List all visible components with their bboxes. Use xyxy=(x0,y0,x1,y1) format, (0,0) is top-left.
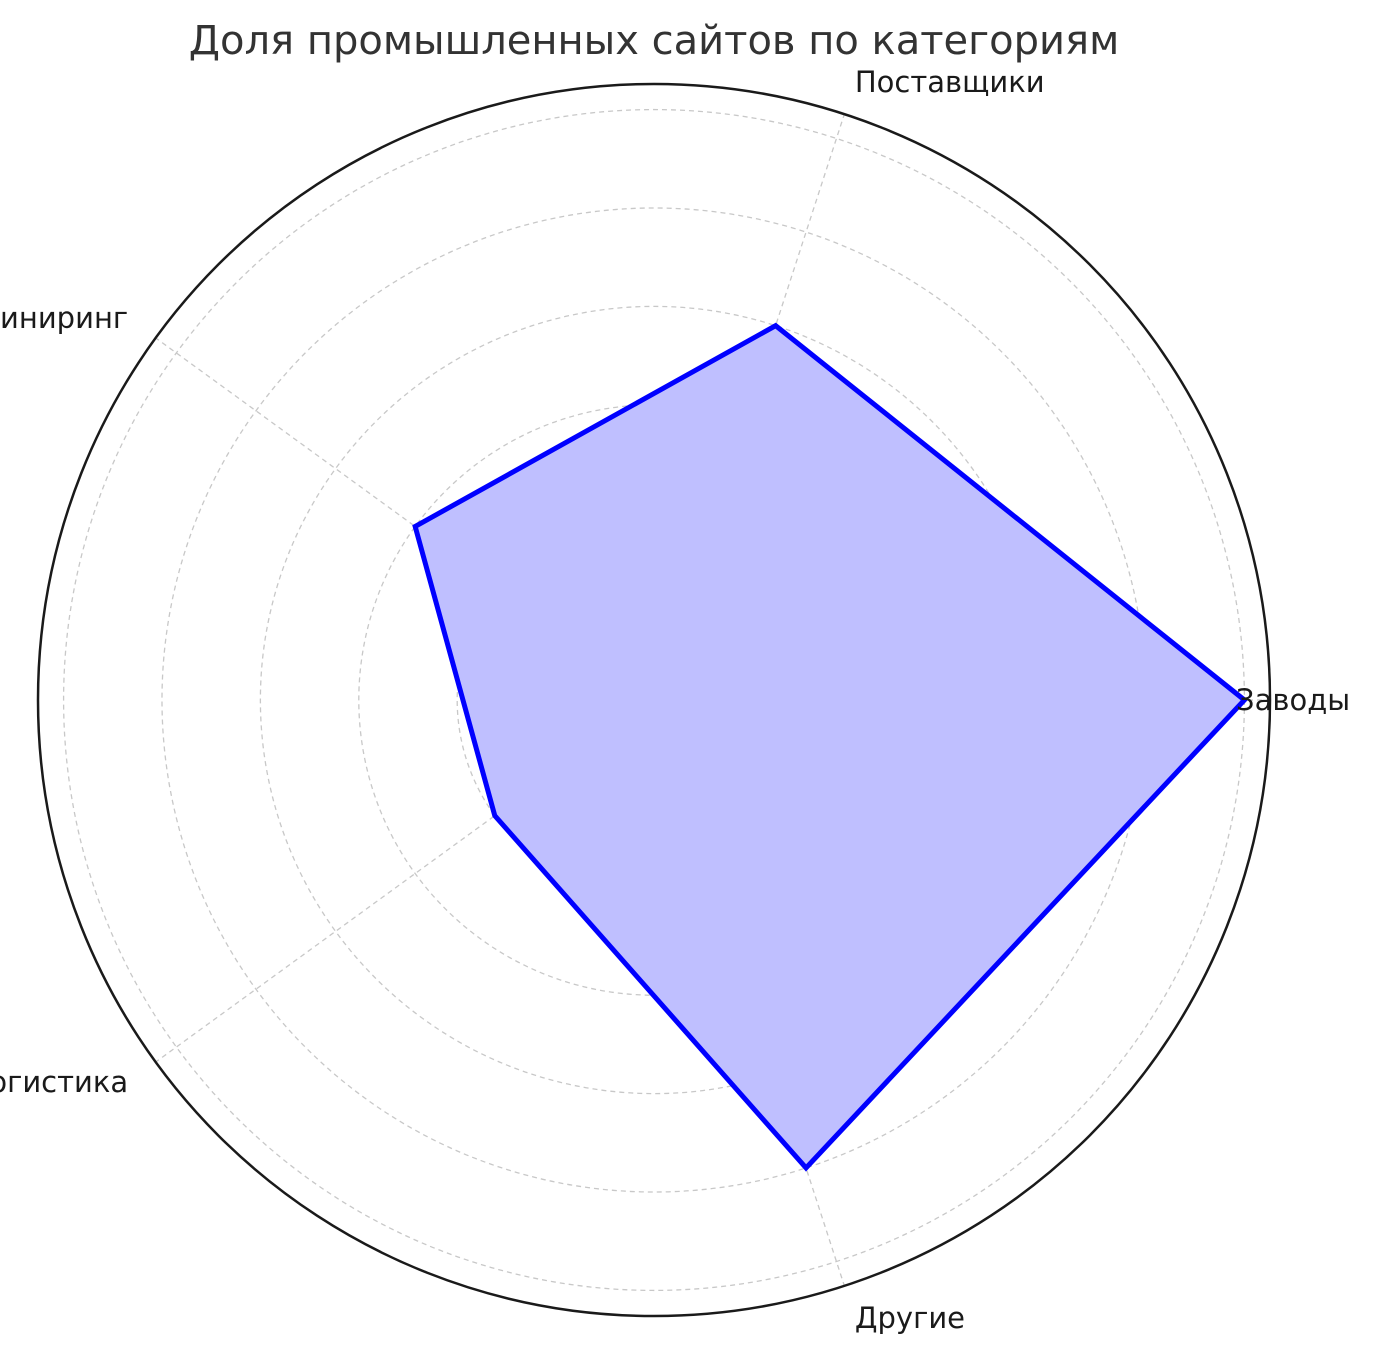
category-label: Заводы xyxy=(1236,683,1350,717)
category-label: Другие xyxy=(855,1301,965,1335)
chart-title: Доля промышленных сайтов по категориям xyxy=(189,18,1120,64)
category-label: Логистика xyxy=(0,1065,128,1099)
series-line xyxy=(412,322,1249,1172)
category-label: Поставщики xyxy=(855,65,1045,99)
polar-frame xyxy=(36,82,1272,1318)
series-area xyxy=(415,325,1245,1168)
category-label: Инжиниринг xyxy=(0,301,128,335)
